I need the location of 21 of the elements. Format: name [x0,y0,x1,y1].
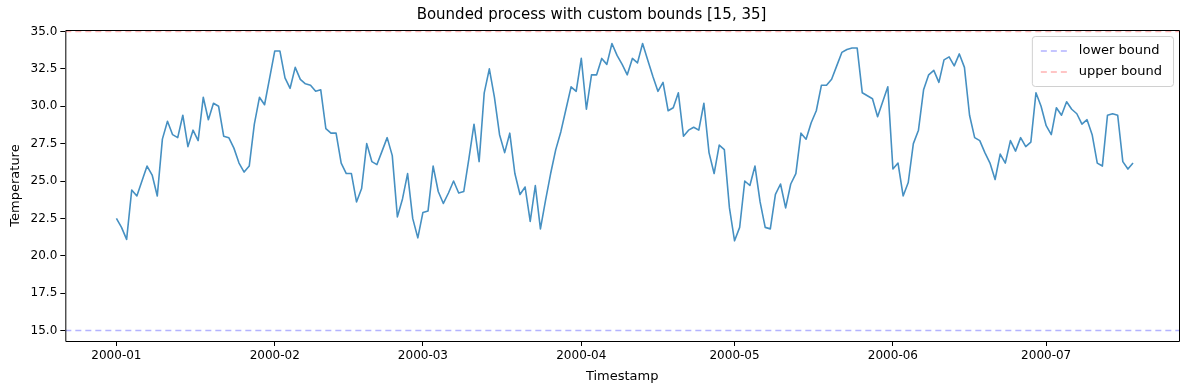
x-tick-label: 2000-06 [867,348,918,363]
chart-title: Bounded process with custom bounds [15, 35] [416,4,767,23]
y-tick-label: 17.5 [30,285,58,300]
y-tick-label: 20.0 [30,247,58,262]
x-tick-label: 2000-04 [556,348,607,363]
x-axis-title: Timestamp [584,367,659,383]
y-tick-label: 32.5 [30,61,58,75]
legend-label: lower bound [1078,42,1160,58]
y-tick-label: 15.0 [30,322,58,337]
y-tick-label: 22.5 [30,210,58,225]
y-axis-title: Temperature [7,144,23,228]
legend-label: upper bound [1078,63,1162,79]
x-tick-label: 2000-03 [397,348,448,363]
x-tick-label: 2000-01 [91,348,142,363]
x-tick-label: 2000-02 [249,348,300,363]
y-tick-label: 27.5 [30,135,58,150]
x-tick-label: 2000-07 [1021,348,1072,363]
y-tick-label: 30.0 [30,98,58,113]
y-tick-label: 35.0 [30,23,58,38]
y-tick-label: 25.0 [30,173,58,188]
x-tick-label: 2000-05 [709,348,760,363]
